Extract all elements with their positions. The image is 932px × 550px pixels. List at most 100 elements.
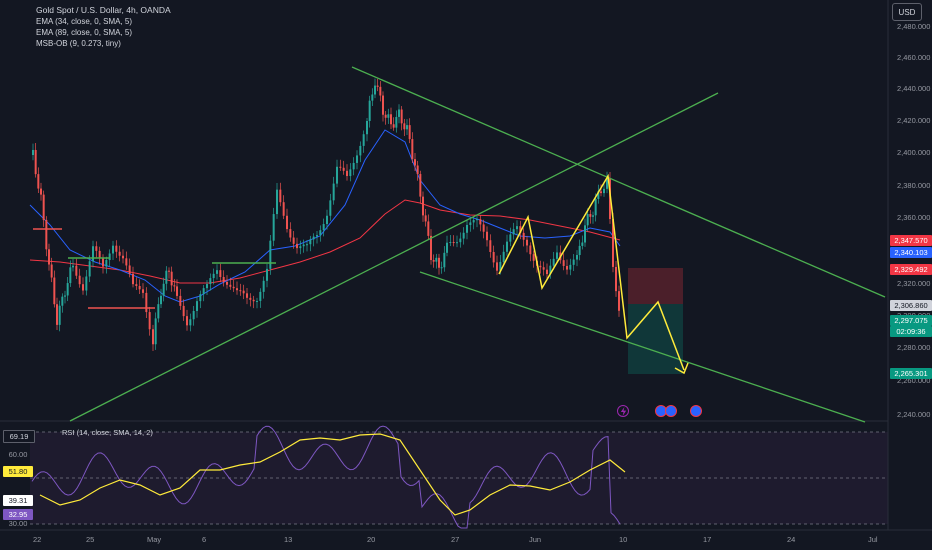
ascending-trend-line[interactable] <box>69 92 719 422</box>
time-axis-label: 10 <box>619 535 627 544</box>
symbol-title[interactable]: Gold Spot / U.S. Dollar, 4h, OANDA <box>36 5 171 15</box>
candle-body <box>108 253 111 261</box>
candle-body <box>459 238 462 243</box>
candle-body <box>449 242 452 244</box>
candle-body <box>212 273 215 279</box>
price-axis[interactable]: 2,480.000 2,460.000 2,440.000 2,420.000 … <box>897 22 930 419</box>
candle-body <box>216 270 218 274</box>
candle-body <box>118 251 121 256</box>
candle-body <box>61 296 64 306</box>
candle-body <box>390 114 392 125</box>
candle-body <box>72 265 74 268</box>
indicator-ema-34[interactable]: EMA (34, close, 0, SMA, 5) <box>36 17 133 26</box>
candle-body <box>179 295 182 306</box>
candle-body <box>368 100 371 121</box>
rsi-line <box>31 425 621 529</box>
candle-body <box>408 125 411 140</box>
rsi-axis-label: 30.00 <box>8 519 28 528</box>
candle-body <box>219 270 222 277</box>
candle-body <box>249 297 252 300</box>
rsi-indicator-label[interactable]: RSI (14, close, SMA, 14, 2) <box>62 428 153 437</box>
descending-resistance-line[interactable] <box>351 66 886 298</box>
us-flag-icon[interactable] <box>665 405 677 417</box>
candlesticks[interactable] <box>32 78 620 351</box>
candle-body <box>376 85 379 87</box>
time-axis[interactable]: 22 25 May 6 13 20 27 Jun 10 17 24 Jul <box>33 535 878 544</box>
time-axis-label: 17 <box>703 535 711 544</box>
candle-body <box>438 257 440 268</box>
candle-body <box>199 294 202 302</box>
rsi-value-tag: 32.95 <box>3 509 33 520</box>
candle-body <box>349 169 352 177</box>
candle-body <box>387 114 390 118</box>
candle-body <box>512 229 515 235</box>
descending-support-line[interactable] <box>419 271 866 423</box>
us-flag-icon[interactable] <box>690 405 702 417</box>
candle-body <box>95 246 98 251</box>
candle-body <box>299 246 302 249</box>
candle-body <box>589 214 592 217</box>
candle-body <box>522 232 525 240</box>
candle-body <box>366 120 368 135</box>
candle-body <box>371 94 374 101</box>
candle-body <box>222 276 225 282</box>
candle-body <box>472 220 475 223</box>
indicator-msb-ob[interactable]: MSB-OB (9, 0.273, tiny) <box>36 39 121 48</box>
candle-body <box>549 265 552 275</box>
candle-body <box>486 231 488 241</box>
candle-body <box>586 214 589 226</box>
indicator-ema-89[interactable]: EMA (89, close, 0, SMA, 5) <box>36 28 133 37</box>
candle-body <box>92 246 94 262</box>
candle-body <box>398 109 400 117</box>
candle-body <box>142 289 144 293</box>
price-tag-last: 2,297.075 <box>890 315 932 326</box>
candle-body <box>597 191 600 199</box>
currency-button[interactable]: USD <box>892 3 922 21</box>
candle-body <box>182 305 185 317</box>
candle-body <box>173 285 176 287</box>
price-axis-label: 2,240.000 <box>897 410 930 419</box>
price-axis-label: 2,260.000 <box>897 376 930 385</box>
candle-body <box>422 196 424 216</box>
candle-body <box>356 155 358 163</box>
take-profit-zone[interactable] <box>628 304 683 374</box>
price-axis-label: 2,440.000 <box>897 84 930 93</box>
candle-body <box>516 226 518 230</box>
candle-body <box>492 251 495 263</box>
candle-body <box>529 245 532 255</box>
candle-body <box>466 224 468 233</box>
candle-body <box>552 258 555 266</box>
candle-body <box>316 235 318 237</box>
chart-legend[interactable]: Gold Spot / U.S. Dollar, 4h, OANDA EMA (… <box>36 5 171 49</box>
main-pane <box>0 0 888 420</box>
candle-body <box>612 219 614 267</box>
zigzag-projection[interactable] <box>498 173 685 371</box>
candle-body <box>502 251 505 262</box>
time-axis-label: 27 <box>451 535 459 544</box>
candle-body <box>374 85 376 95</box>
price-axis-label: 2,280.000 <box>897 343 930 352</box>
candle-body <box>581 242 584 246</box>
candle-body <box>138 285 141 290</box>
price-axis-label: 2,460.000 <box>897 53 930 62</box>
time-axis-label: 13 <box>284 535 292 544</box>
candle-body <box>40 188 42 195</box>
candle-body <box>226 281 228 285</box>
candle-body <box>556 252 558 259</box>
candle-body <box>236 288 238 291</box>
candle-body <box>132 273 134 285</box>
candle-body <box>78 275 81 285</box>
candle-body <box>246 293 248 298</box>
price-tag-target: 2,265.301 <box>890 368 932 379</box>
candle-body <box>362 134 365 146</box>
lightning-icon[interactable] <box>617 405 629 417</box>
candle-body <box>202 288 205 295</box>
time-axis-label: 25 <box>86 535 94 544</box>
stop-loss-zone[interactable] <box>628 268 683 304</box>
candle-body <box>56 304 58 325</box>
candle-body <box>206 284 208 289</box>
candle-body <box>618 291 620 311</box>
candle-body <box>427 221 430 236</box>
